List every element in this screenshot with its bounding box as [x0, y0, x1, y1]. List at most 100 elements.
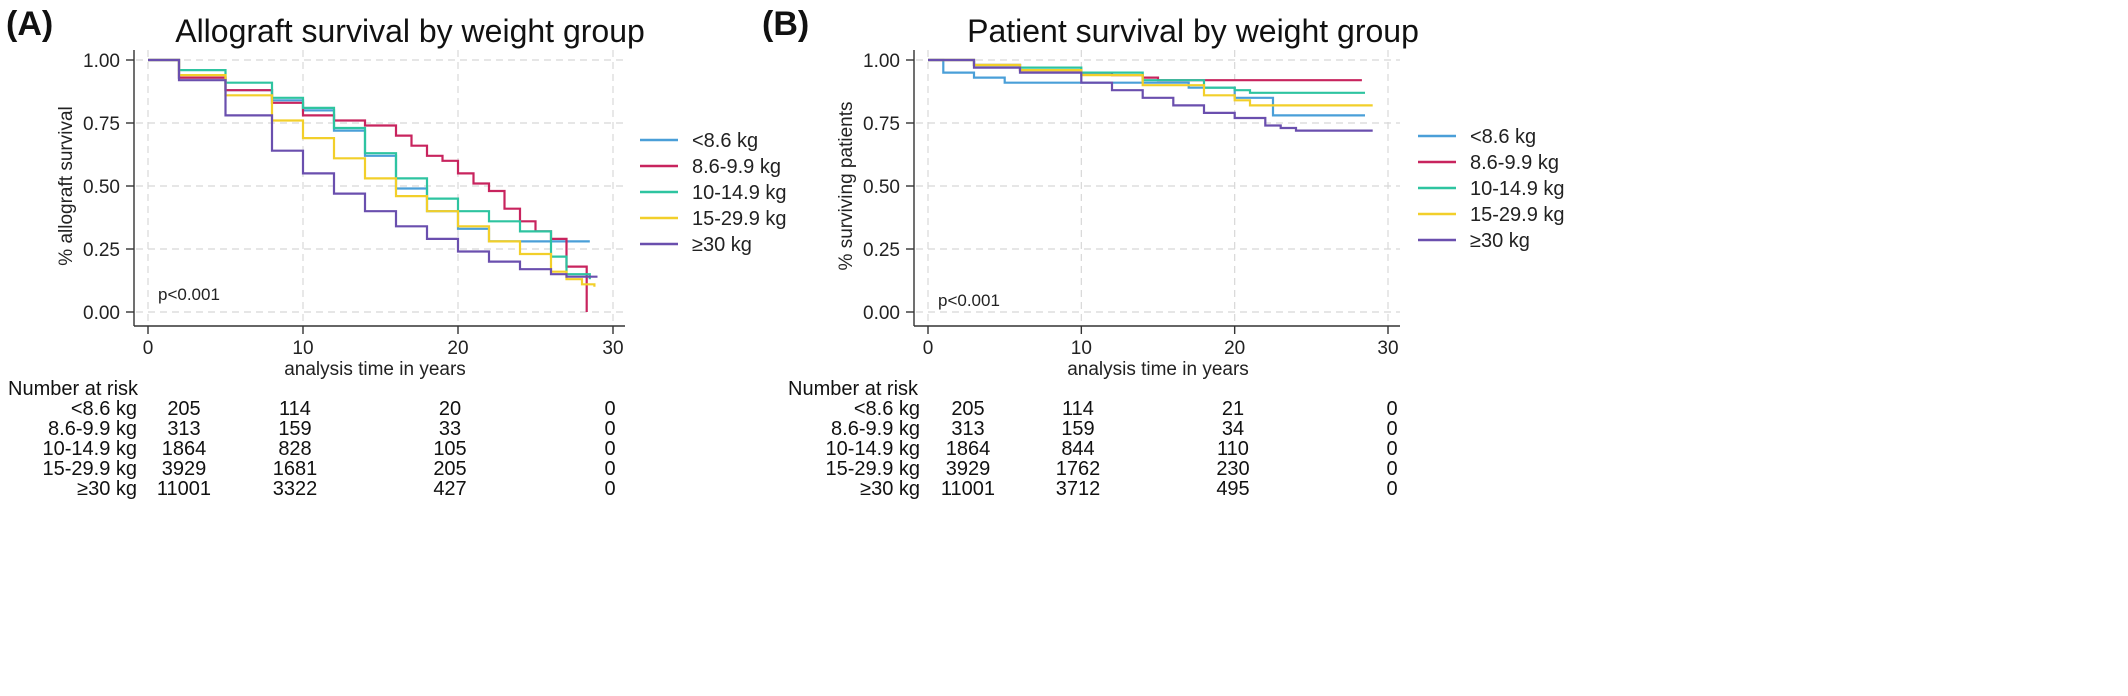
x-tick-label: 0: [143, 338, 154, 359]
risk-count: 1864: [162, 438, 207, 460]
risk-count: 105: [433, 438, 466, 460]
risk-count: 159: [1061, 418, 1094, 440]
risk-count: 0: [604, 398, 615, 420]
legend-entry: 8.6-9.9 kg: [692, 156, 781, 178]
risk-row-label: 15-29.9 kg: [42, 458, 137, 480]
risk-count: 1864: [946, 438, 991, 460]
y-tick-label: 1.00: [863, 51, 900, 72]
series-line-4: [928, 58, 1373, 132]
y-tick-label: 0.25: [863, 240, 900, 261]
y-tick-label: 0.00: [83, 303, 120, 324]
y-axis-label: % allograft survival: [56, 106, 77, 265]
risk-count: 114: [279, 398, 311, 420]
y-tick-label: 0.50: [863, 177, 900, 198]
series-line-4: [148, 58, 598, 278]
y-tick-label: 0.50: [83, 177, 120, 198]
risk-count: 313: [167, 418, 200, 440]
risk-count: 3712: [1056, 478, 1101, 500]
risk-count: 0: [1386, 398, 1397, 420]
x-axis-label: analysis time in years: [284, 359, 466, 380]
risk-count: 205: [167, 398, 200, 420]
risk-count: 0: [604, 478, 615, 500]
chart-panel-b: (B) Patient survival by weight group 0.00 0…: [762, 5, 1565, 500]
risk-table-header: Number at risk: [788, 378, 919, 400]
risk-row-label: <8.6 kg: [71, 398, 137, 420]
x-tick-label: 20: [1224, 338, 1245, 359]
legend-entry: <8.6 kg: [692, 130, 758, 152]
y-tick-label: 0.75: [83, 114, 120, 135]
risk-row-label: 8.6-9.9 kg: [831, 418, 920, 440]
p-value-annotation: p<0.001: [158, 285, 220, 304]
x-tick-label: 10: [292, 338, 313, 359]
legend-entry: 15-29.9 kg: [1470, 204, 1565, 226]
risk-count: 0: [1386, 438, 1397, 460]
risk-count: 0: [604, 418, 615, 440]
risk-count: 21: [1222, 398, 1244, 420]
risk-count: 114: [1062, 398, 1094, 420]
panel-label: (A): [6, 5, 53, 43]
chart-title: Patient survival by weight group: [967, 13, 1419, 49]
risk-count: 33: [439, 418, 461, 440]
x-tick-label: 30: [1377, 338, 1398, 359]
risk-count: 20: [439, 398, 461, 420]
risk-table-header: Number at risk: [8, 378, 139, 400]
x-axis-label: analysis time in years: [1067, 359, 1249, 380]
legend-entry: ≥30 kg: [692, 234, 752, 256]
risk-count: 0: [604, 458, 615, 480]
risk-count: 205: [433, 458, 466, 480]
risk-count: 427: [433, 478, 466, 500]
risk-row-label: ≥30 kg: [860, 478, 920, 500]
series-line-0: [928, 58, 1365, 117]
x-tick-label: 30: [602, 338, 623, 359]
risk-row-label: 8.6-9.9 kg: [48, 418, 137, 440]
x-tick-label: 20: [447, 338, 468, 359]
risk-count: 0: [1386, 458, 1397, 480]
risk-count: 1762: [1056, 458, 1101, 480]
risk-count: 844: [1061, 438, 1094, 460]
risk-count: 3929: [162, 458, 207, 480]
risk-count: 3929: [946, 458, 991, 480]
chart-panel-a: (A) Allograft survival by weight group 0.0…: [6, 5, 787, 500]
risk-row-label: 10-14.9 kg: [42, 438, 137, 460]
risk-row-label: <8.6 kg: [854, 398, 920, 420]
y-tick-label: 0.25: [83, 240, 120, 261]
risk-count: 0: [604, 438, 615, 460]
plot-area: [136, 50, 625, 324]
legend-entry: ≥30 kg: [1470, 230, 1530, 252]
y-axis-label: % surviving patients: [836, 102, 857, 271]
risk-count: 159: [278, 418, 311, 440]
risk-row-label: 10-14.9 kg: [825, 438, 920, 460]
series-line-3: [928, 58, 1373, 107]
risk-count: 828: [278, 438, 311, 460]
risk-count: 0: [1386, 478, 1397, 500]
risk-count: 34: [1222, 418, 1244, 440]
plot-area: [916, 50, 1400, 324]
risk-count: 1681: [273, 458, 318, 480]
legend-entry: 10-14.9 kg: [692, 182, 787, 204]
y-tick-label: 1.00: [83, 51, 120, 72]
legend-entry: 8.6-9.9 kg: [1470, 152, 1559, 174]
x-tick-label: 0: [923, 338, 934, 359]
risk-count: 313: [951, 418, 984, 440]
risk-count: 11001: [941, 478, 995, 500]
series-line-1: [148, 58, 588, 312]
legend-entry: <8.6 kg: [1470, 126, 1536, 148]
risk-row-label: 15-29.9 kg: [825, 458, 920, 480]
risk-count: 110: [1217, 438, 1249, 460]
legend-entry: 10-14.9 kg: [1470, 178, 1565, 200]
x-tick-label: 10: [1071, 338, 1092, 359]
y-tick-label: 0.75: [863, 114, 900, 135]
risk-count: 11001: [157, 478, 211, 500]
legend-entry: 15-29.9 kg: [692, 208, 787, 230]
risk-count: 495: [1216, 478, 1249, 500]
risk-count: 205: [951, 398, 984, 420]
p-value-annotation: p<0.001: [938, 291, 1000, 310]
panel-label: (B): [762, 5, 809, 43]
risk-count: 0: [1386, 418, 1397, 440]
risk-row-label: ≥30 kg: [77, 478, 137, 500]
series-line-3: [148, 58, 596, 287]
y-tick-label: 0.00: [863, 303, 900, 324]
risk-count: 230: [1216, 458, 1249, 480]
chart-title: Allograft survival by weight group: [175, 13, 645, 49]
